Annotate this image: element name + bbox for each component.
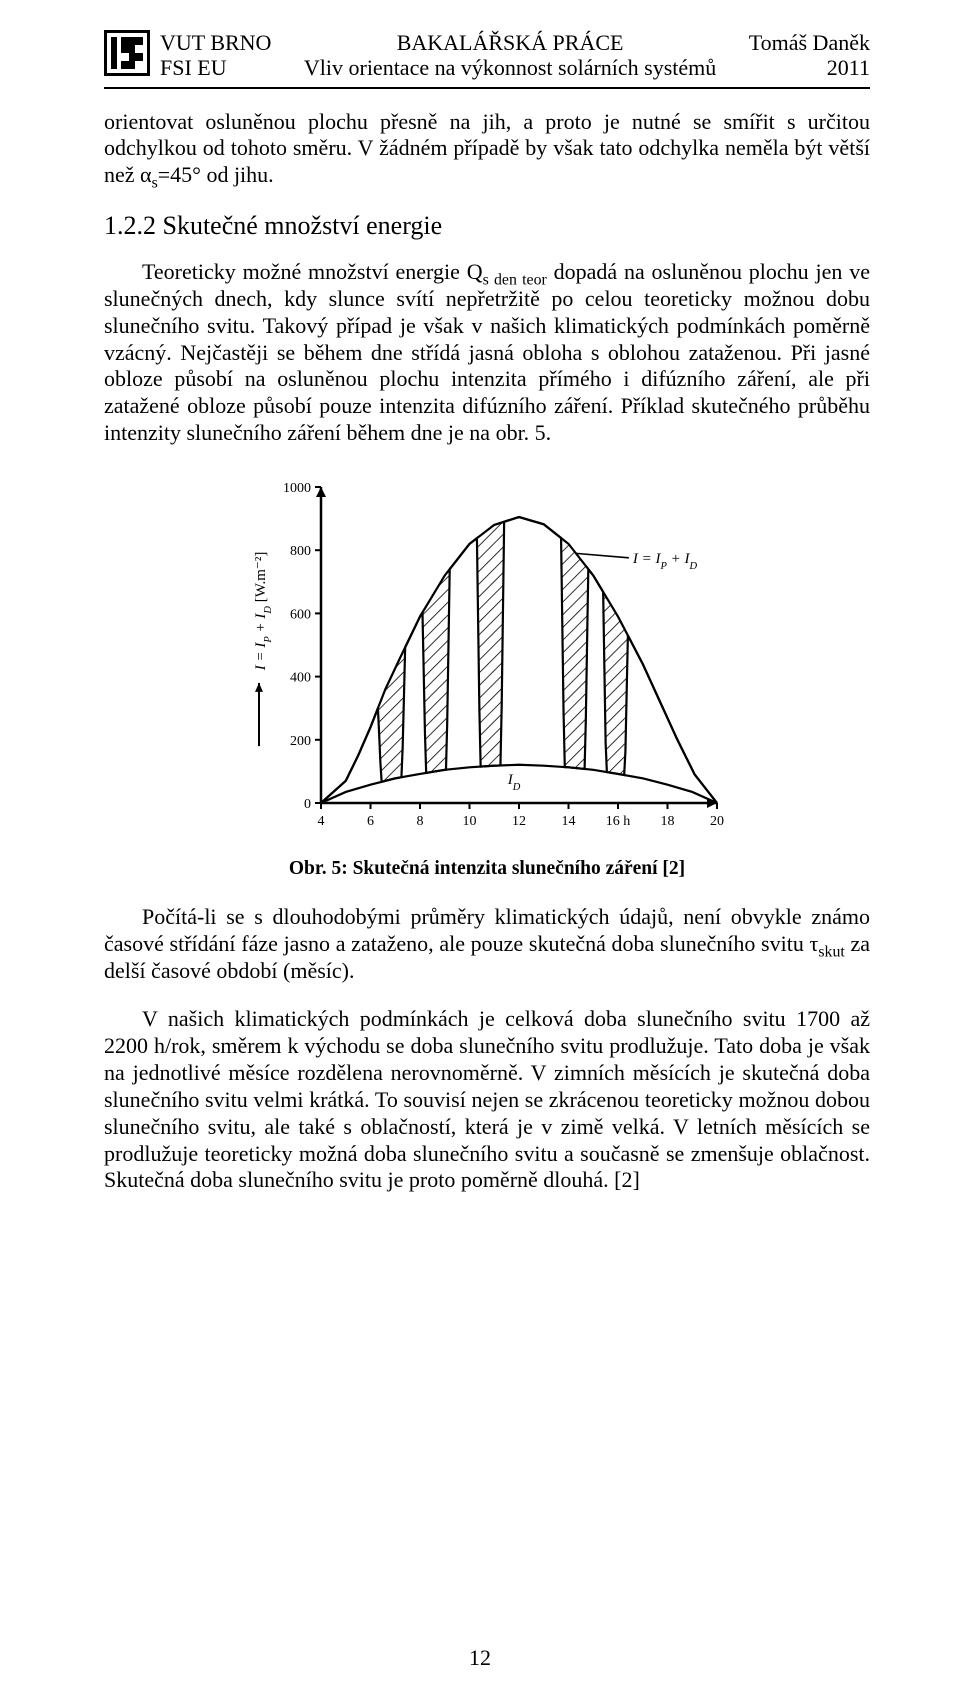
svg-text:I = IP + ID [W.m⁻²]: I = IP + ID [W.m⁻²]: [253, 552, 274, 672]
figure-5-caption: Obr. 5: Skutečná intenzita slunečního zá…: [104, 858, 870, 880]
header-right: Tomáš Daněk 2011: [749, 30, 870, 81]
page-number: 12: [0, 1645, 960, 1671]
header-uni-bottom: FSI EU: [160, 55, 271, 80]
svg-text:6: 6: [367, 814, 374, 829]
svg-text:4: 4: [318, 814, 325, 829]
paragraph-3: Počítá-li se s dlouhodobými průměry klim…: [104, 904, 870, 984]
svg-text:16 h: 16 h: [606, 814, 631, 829]
page-header: VUT BRNO FSI EU BAKALÁŘSKÁ PRÁCE Vliv or…: [104, 30, 870, 89]
svg-text:200: 200: [290, 734, 311, 749]
svg-text:800: 800: [290, 544, 311, 559]
header-subtitle: Vliv orientace na výkonnost solárních sy…: [304, 55, 716, 80]
header-title: BAKALÁŘSKÁ PRÁCE: [304, 30, 716, 55]
svg-text:18: 18: [661, 814, 675, 829]
svg-text:0: 0: [304, 797, 311, 812]
header-uni-top: VUT BRNO: [160, 30, 271, 55]
svg-text:400: 400: [290, 670, 311, 685]
header-center: BAKALÁŘSKÁ PRÁCE Vliv orientace na výkon…: [304, 30, 716, 81]
section-heading: 1.2.2 Skutečné množství energie: [104, 211, 870, 241]
header-author: Tomáš Daněk: [749, 30, 870, 55]
header-left: VUT BRNO FSI EU: [104, 30, 271, 81]
svg-text:14: 14: [562, 814, 576, 829]
svg-text:ID: ID: [507, 772, 521, 793]
svg-text:1000: 1000: [283, 481, 311, 496]
figure-5: 46810121416 h182002004006008001000I = IP…: [104, 469, 870, 848]
svg-text:10: 10: [463, 814, 477, 829]
svg-text:600: 600: [290, 607, 311, 622]
paragraph-1: orientovat osluněnou plochu přesně na ji…: [104, 109, 870, 189]
paragraph-2: Teoreticky možné množství energie Qs den…: [104, 259, 870, 447]
header-year: 2011: [749, 55, 870, 80]
paragraph-4: V našich klimatických podmínkách je celk…: [104, 1006, 870, 1194]
svg-text:20: 20: [710, 814, 724, 829]
svg-text:12: 12: [512, 814, 526, 829]
university-logo-icon: [104, 30, 150, 76]
svg-text:8: 8: [417, 814, 424, 829]
svg-text:I = IP + ID: I = IP + ID: [632, 551, 698, 572]
